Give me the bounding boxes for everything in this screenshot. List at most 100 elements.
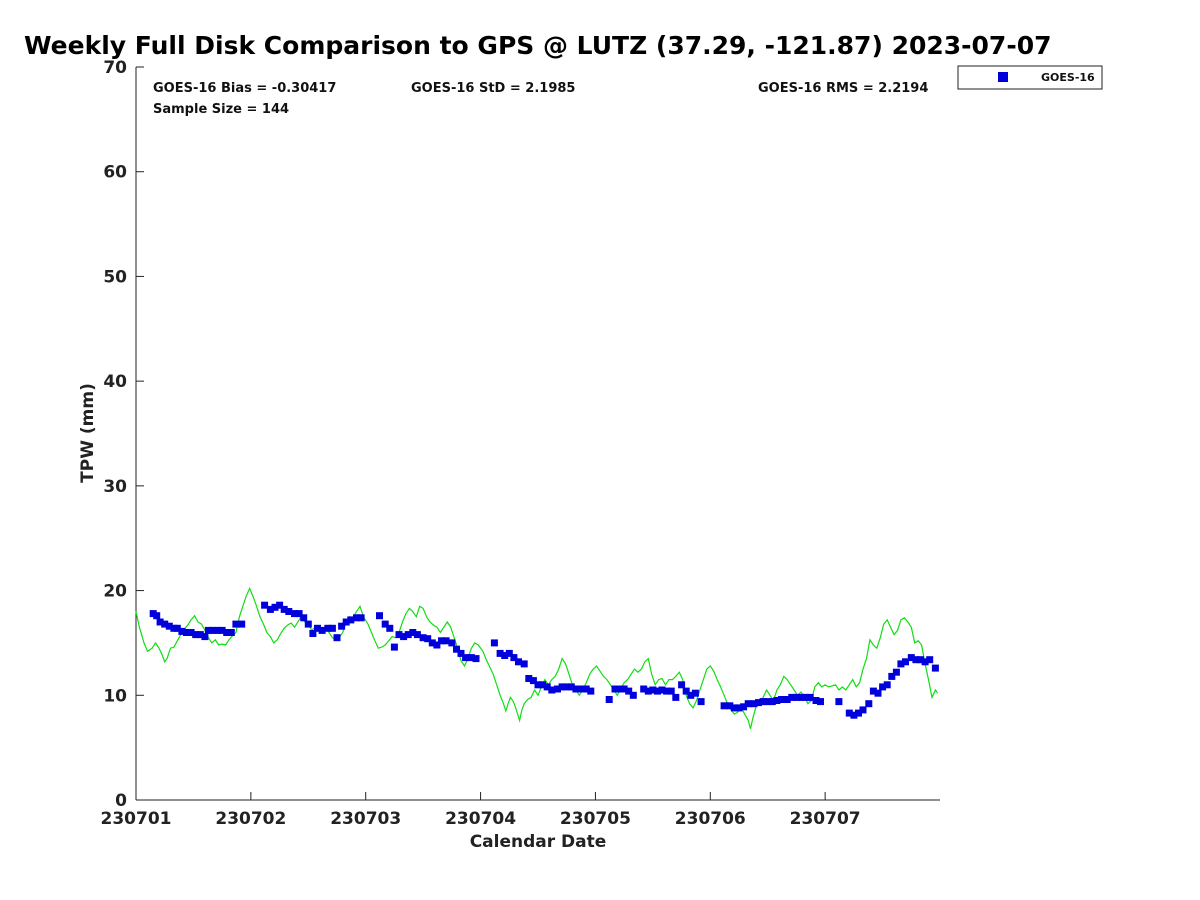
goes16-point — [276, 601, 284, 609]
goes16-point — [357, 614, 365, 622]
goes16-point — [835, 698, 843, 706]
goes16-point — [567, 683, 575, 691]
goes16-point — [917, 656, 924, 664]
goes16-point — [271, 603, 279, 611]
goes16-point — [855, 709, 862, 717]
goes16-point — [304, 620, 312, 628]
goes16-point — [333, 634, 341, 642]
goes16-point — [625, 687, 633, 695]
goes16-point — [381, 620, 389, 628]
goes16-point — [845, 709, 853, 717]
goes16-point — [764, 698, 772, 706]
goes16-point — [376, 612, 383, 620]
goes16-point — [453, 645, 460, 653]
rms-stat: GOES-16 RMS = 2.2194 — [758, 81, 928, 96]
goes16-point — [783, 696, 791, 703]
goes16-point — [490, 639, 498, 647]
goes16-point — [921, 658, 929, 666]
goes16-point — [931, 664, 939, 672]
goes16-point — [611, 685, 619, 693]
chart-title: Weekly Full Disk Comparison to GPS @ LUT… — [24, 31, 1052, 60]
goes16-point — [409, 629, 417, 636]
goes16-point — [792, 693, 800, 701]
goes16-point — [605, 696, 613, 703]
goes16-point — [620, 685, 628, 693]
goes16-point — [314, 624, 321, 632]
goes16-point — [395, 631, 403, 639]
goes16-point — [687, 691, 695, 699]
goes16-point — [806, 693, 814, 701]
y-tick-label: 60 — [103, 163, 127, 183]
goes16-point — [328, 624, 336, 632]
goes16-point — [156, 618, 164, 626]
y-tick-label: 0 — [115, 791, 127, 811]
goes16-point — [879, 683, 887, 691]
goes16-point — [682, 687, 690, 695]
goes16-point — [797, 693, 805, 701]
goes16-point — [730, 704, 738, 712]
goes16-point — [865, 700, 873, 708]
goes16-point — [649, 686, 657, 694]
y-tick-label: 40 — [103, 372, 127, 392]
goes16-point — [209, 626, 217, 634]
goes16-point — [902, 658, 909, 666]
goes16-point — [554, 685, 561, 693]
goes16-point — [232, 620, 240, 628]
goes16-point — [300, 614, 308, 622]
goes16-point — [663, 687, 671, 695]
goes16-point — [261, 601, 269, 609]
goes16-point — [520, 660, 528, 668]
x-tick-label: 230701 — [101, 809, 172, 829]
goes16-point — [501, 652, 509, 659]
goes16-point — [859, 706, 867, 714]
goes16-point — [173, 624, 181, 632]
goes16-point — [572, 685, 580, 693]
goes16-point — [183, 629, 190, 636]
goes16-point — [817, 698, 824, 706]
goes16-point — [788, 693, 796, 701]
goes16-point — [496, 649, 504, 657]
goes16-point — [515, 658, 522, 666]
goes16-point — [582, 685, 590, 693]
goes16-point — [201, 633, 209, 641]
axes — [135, 67, 940, 801]
x-tick-label: 230707 — [790, 809, 861, 829]
goes16-point — [744, 700, 752, 708]
goes16-point — [525, 675, 533, 682]
legend-label-goes16: GOES-16 — [1041, 71, 1095, 84]
goes16-point — [218, 626, 226, 634]
x-ticks: 230701 230702 230703 230704 230705 230706 2307… — [101, 792, 861, 829]
goes16-point — [467, 654, 475, 662]
goes16-point — [587, 687, 595, 695]
goes16-point — [324, 624, 332, 632]
goes16-point — [196, 631, 204, 639]
goes16-point — [558, 683, 566, 691]
goes16-point — [318, 626, 326, 634]
goes16-point — [697, 698, 705, 706]
goes16-point — [529, 677, 537, 685]
legend-box — [957, 65, 1103, 90]
goes16-point — [386, 624, 394, 632]
x-tick-label: 230705 — [560, 809, 631, 829]
goes16-point — [768, 698, 776, 706]
goes16-point — [534, 681, 542, 689]
goes16-point — [869, 687, 877, 695]
goes16-point — [472, 655, 480, 663]
goes16-point — [238, 620, 246, 628]
goes16-point — [505, 649, 513, 657]
goes16-point — [419, 634, 427, 642]
goes16-point — [510, 654, 518, 662]
goes16-point — [897, 660, 905, 668]
goes16-point — [667, 687, 675, 695]
goes16-point — [165, 622, 173, 630]
goes16-point — [309, 630, 317, 637]
x-tick-label: 230703 — [330, 809, 401, 829]
goes16-point — [778, 696, 785, 703]
goes16-point — [428, 639, 436, 647]
goes16-point — [616, 685, 623, 693]
goes16-point — [543, 683, 551, 691]
goes16-point — [640, 685, 648, 693]
goes16-point — [802, 693, 810, 701]
goes16-point — [773, 697, 781, 704]
